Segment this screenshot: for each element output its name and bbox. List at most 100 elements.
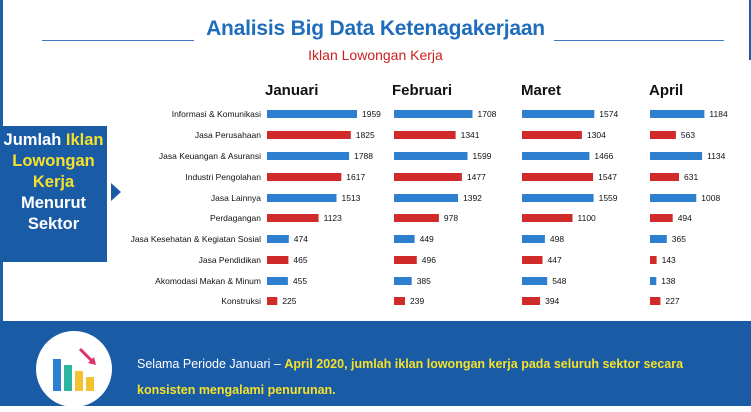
bar-februari-0 bbox=[394, 110, 473, 118]
category-label: Jasa Lainnya bbox=[210, 193, 261, 203]
bar-value-label: 143 bbox=[662, 255, 676, 265]
bar-value-label: 978 bbox=[444, 213, 458, 223]
side-label-highlight: Iklan bbox=[65, 131, 104, 149]
bar-value-label: 227 bbox=[665, 296, 679, 306]
triangle-arrow-icon bbox=[111, 183, 121, 201]
bar-value-label: 465 bbox=[293, 255, 307, 265]
bar-value-label: 239 bbox=[410, 296, 424, 306]
bar-april-2 bbox=[650, 152, 703, 160]
bar-april-4 bbox=[650, 194, 697, 202]
bar-januari-8 bbox=[267, 277, 288, 285]
bar-januari-3 bbox=[267, 173, 342, 181]
bar-januari-5 bbox=[267, 214, 319, 222]
bar-value-label: 548 bbox=[552, 276, 566, 286]
footer-text-plain: Selama Periode Januari – bbox=[137, 357, 285, 371]
page-title: Analisis Big Data Ketenagakerjaan bbox=[206, 17, 545, 40]
bar-value-label: 447 bbox=[548, 255, 562, 265]
bar-value-label: 494 bbox=[678, 213, 692, 223]
month-header-maret: Maret bbox=[521, 82, 562, 99]
bar-value-label: 449 bbox=[420, 234, 434, 244]
chart-decrease-icon bbox=[36, 331, 112, 407]
side-label-line: Lowongan bbox=[0, 151, 107, 172]
side-label-highlight: Lowongan bbox=[12, 152, 95, 170]
bar-maret-1 bbox=[522, 131, 582, 139]
footer-summary-text: Selama Periode Januari – April 2020, jum… bbox=[137, 351, 717, 403]
category-label: Jasa Perusahaan bbox=[194, 130, 261, 140]
side-label-line: Jumlah Iklan bbox=[0, 130, 107, 151]
bar-value-label: 1100 bbox=[578, 213, 597, 223]
bar-april-8 bbox=[650, 277, 657, 285]
bar-value-label: 394 bbox=[545, 296, 559, 306]
bar-maret-8 bbox=[522, 277, 548, 285]
bar-value-label: 1341 bbox=[461, 130, 480, 140]
bar-value-label: 1825 bbox=[356, 130, 375, 140]
bar-april-0 bbox=[650, 110, 705, 118]
category-label: Informasi & Komunikasi bbox=[171, 109, 261, 119]
bar-value-label: 1123 bbox=[324, 213, 343, 223]
month-header-januari: Januari bbox=[265, 82, 319, 99]
bar-maret-0 bbox=[522, 110, 595, 118]
side-label-text: Menurut bbox=[20, 194, 87, 212]
bar-value-label: 1392 bbox=[463, 193, 482, 203]
footer-banner: Selama Periode Januari – April 2020, jum… bbox=[0, 321, 751, 407]
side-label-text: Jumlah bbox=[3, 131, 66, 149]
category-label: Industri Pengolahan bbox=[185, 172, 261, 182]
page-subtitle: Iklan Lowongan Kerja bbox=[308, 47, 443, 63]
bar-value-label: 225 bbox=[282, 296, 296, 306]
category-label: Jasa Pendidikan bbox=[198, 255, 261, 265]
month-header-februari: Februari bbox=[392, 82, 453, 99]
bar-value-label: 474 bbox=[294, 234, 308, 244]
bar-value-label: 1708 bbox=[478, 109, 497, 119]
side-label-line: Sektor bbox=[0, 214, 107, 235]
bar-februari-3 bbox=[394, 173, 462, 181]
bar-februari-1 bbox=[394, 131, 456, 139]
bar-januari-9 bbox=[267, 297, 278, 305]
bar-value-label: 496 bbox=[422, 255, 436, 265]
bar-value-label: 365 bbox=[672, 234, 686, 244]
month-header-april: April bbox=[649, 82, 684, 99]
bar-maret-3 bbox=[522, 173, 594, 181]
bar-value-label: 1008 bbox=[701, 193, 720, 203]
footer-text-highlight: April 2020, jumlah iklan lowongan kerja … bbox=[137, 357, 684, 397]
bar-value-label: 1477 bbox=[467, 172, 486, 182]
bar-value-label: 498 bbox=[550, 234, 564, 244]
side-label-text: Sektor bbox=[27, 215, 80, 233]
category-label: Akomodasi Makan & Minum bbox=[155, 276, 261, 286]
title-rule-left bbox=[42, 40, 194, 41]
bar-value-label: 631 bbox=[684, 172, 698, 182]
title-rule-right bbox=[554, 40, 724, 41]
bar-februari-5 bbox=[394, 214, 439, 222]
bar-maret-4 bbox=[522, 194, 594, 202]
bar-value-label: 1559 bbox=[599, 193, 618, 203]
bar-value-label: 1617 bbox=[346, 172, 365, 182]
bar-april-5 bbox=[650, 214, 673, 222]
bar-januari-2 bbox=[267, 152, 350, 160]
bar-april-9 bbox=[650, 297, 661, 305]
bar-maret-6 bbox=[522, 235, 545, 243]
side-label-line: Menurut bbox=[0, 193, 107, 214]
bar-februari-6 bbox=[394, 235, 415, 243]
bar-value-label: 1547 bbox=[598, 172, 617, 182]
bar-februari-2 bbox=[394, 152, 468, 160]
right-edge-stripe bbox=[749, 0, 751, 60]
category-label: Jasa Keuangan & Asuransi bbox=[158, 151, 261, 161]
bar-januari-1 bbox=[267, 131, 351, 139]
bar-januari-6 bbox=[267, 235, 289, 243]
category-label: Jasa Kesehatan & Kegiatan Sosial bbox=[130, 234, 261, 244]
bar-value-label: 1184 bbox=[709, 109, 728, 119]
bar-februari-8 bbox=[394, 277, 412, 285]
side-label-highlight: Kerja bbox=[32, 173, 75, 191]
bar-maret-2 bbox=[522, 152, 590, 160]
bar-maret-9 bbox=[522, 297, 541, 305]
side-label-box: Jumlah Iklan Lowongan Kerja Menurut Sekt… bbox=[0, 126, 107, 262]
bar-januari-0 bbox=[267, 110, 357, 118]
bar-value-label: 1599 bbox=[473, 151, 492, 161]
bar-value-label: 1788 bbox=[354, 151, 373, 161]
bar-maret-7 bbox=[522, 256, 543, 264]
bar-april-7 bbox=[650, 256, 657, 264]
bar-maret-5 bbox=[522, 214, 573, 222]
bar-april-1 bbox=[650, 131, 676, 139]
bar-februari-7 bbox=[394, 256, 417, 264]
bar-value-label: 563 bbox=[681, 130, 695, 140]
bar-value-label: 385 bbox=[417, 276, 431, 286]
